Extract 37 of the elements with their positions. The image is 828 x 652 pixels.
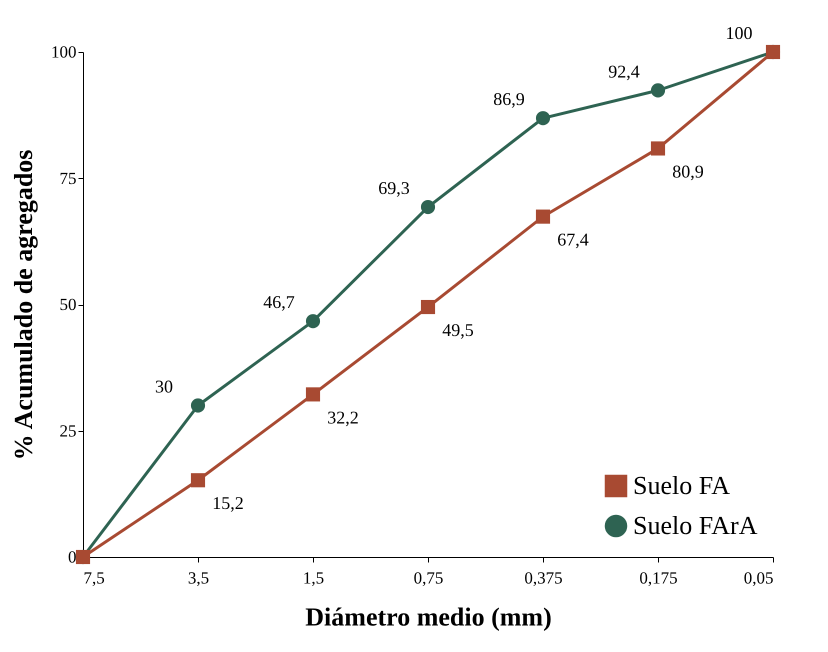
data-label: 46,7 — [263, 292, 295, 312]
y-tick-label: 75 — [60, 168, 76, 188]
x-tick-label: 7,5 — [84, 568, 105, 588]
legend-label: Suelo FA — [633, 471, 730, 500]
data-label: 32,2 — [327, 407, 359, 428]
point — [190, 398, 206, 413]
x-tick-label: 0,75 — [414, 568, 444, 588]
x-tick-label: 0,05 — [744, 568, 774, 588]
point — [650, 83, 666, 98]
x-tick-label: 3,5 — [188, 568, 210, 588]
data-label: 69,3 — [378, 178, 410, 198]
data-label: 92,4 — [608, 61, 640, 82]
data-label: 100 — [726, 23, 752, 43]
point — [536, 111, 550, 126]
data-label: 67,4 — [557, 230, 589, 250]
point — [190, 473, 206, 488]
x-tick-label: 0,375 — [524, 568, 563, 588]
point — [306, 387, 320, 402]
data-label: 80,9 — [672, 161, 704, 182]
y-tick-label: 50 — [60, 295, 76, 314]
y-tick-label: 0 — [68, 548, 76, 566]
data-label: 30 — [155, 376, 173, 396]
legend-label: Suelo FArA — [633, 511, 758, 540]
x-tick-label: 1,5 — [302, 568, 324, 588]
point — [306, 314, 320, 328]
x-tick-label: 0,175 — [639, 568, 678, 588]
data-label: 86,9 — [493, 89, 525, 110]
y-axis-title: % Acumulado de agregados — [9, 150, 38, 460]
point — [420, 300, 436, 314]
data-label: 49,5 — [442, 320, 474, 340]
point — [650, 141, 666, 156]
data-label: 15,2 — [212, 493, 244, 514]
y-tick-label: 100 — [51, 42, 76, 62]
y-tick-label: 25 — [60, 421, 76, 440]
point — [420, 200, 436, 214]
point — [536, 210, 550, 224]
x-axis-title: Diámetro medio (mm) — [305, 602, 552, 632]
